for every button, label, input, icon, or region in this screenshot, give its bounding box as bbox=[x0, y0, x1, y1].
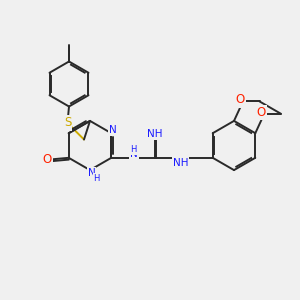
Text: O: O bbox=[236, 93, 244, 106]
Text: O: O bbox=[42, 153, 51, 166]
Text: NH: NH bbox=[172, 158, 188, 168]
Text: H: H bbox=[93, 174, 100, 183]
Text: S: S bbox=[64, 116, 71, 130]
Text: N: N bbox=[130, 149, 138, 159]
Text: N: N bbox=[109, 124, 117, 135]
Text: H: H bbox=[130, 145, 137, 154]
Text: NH: NH bbox=[147, 129, 163, 139]
Text: O: O bbox=[257, 106, 266, 119]
Text: N: N bbox=[88, 168, 95, 178]
